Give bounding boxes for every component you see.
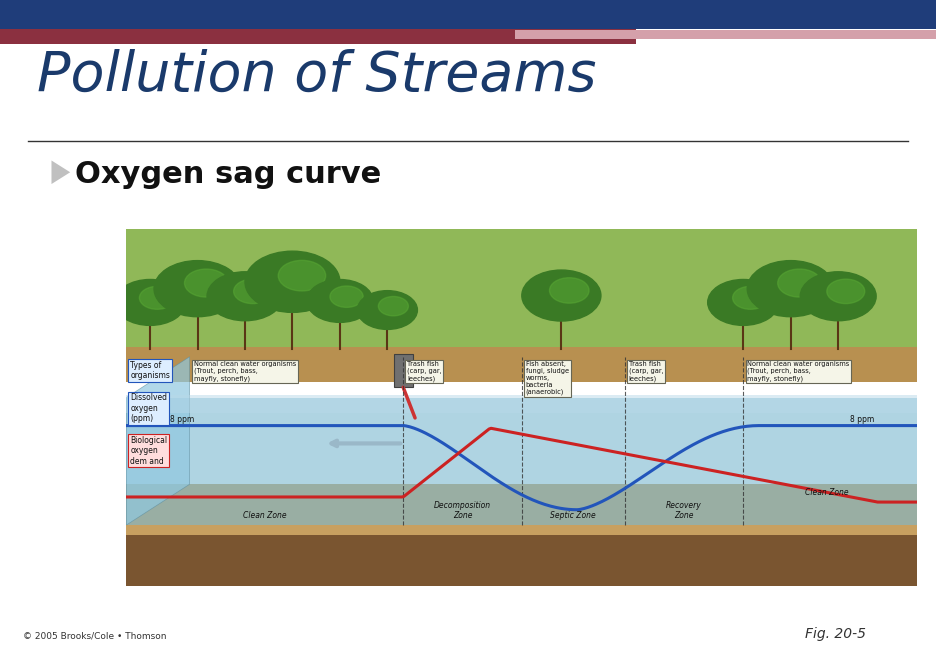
Bar <box>0 0 936 29</box>
Circle shape <box>747 261 834 317</box>
Circle shape <box>378 297 408 316</box>
Bar <box>126 395 917 413</box>
Circle shape <box>549 278 589 303</box>
Bar <box>126 229 917 357</box>
Circle shape <box>184 269 228 297</box>
Text: Recovery
Zone: Recovery Zone <box>666 500 702 520</box>
Text: Fig. 20-5: Fig. 20-5 <box>805 627 866 641</box>
Circle shape <box>708 280 779 326</box>
Text: Normal clean water organisms
(Trout, perch, bass,
mayfly, stonefly): Normal clean water organisms (Trout, per… <box>194 361 296 382</box>
Circle shape <box>234 279 271 304</box>
Circle shape <box>278 260 326 291</box>
Text: Fish absent,
fungi, sludge
worms,
bacteria
(anaerobic): Fish absent, fungi, sludge worms, bacter… <box>526 361 569 396</box>
Text: 8 ppm: 8 ppm <box>850 415 874 424</box>
Polygon shape <box>126 357 190 525</box>
Bar <box>394 354 413 387</box>
Polygon shape <box>51 160 70 184</box>
Circle shape <box>207 272 283 321</box>
Bar <box>126 229 917 357</box>
Bar <box>515 30 936 39</box>
Circle shape <box>826 279 865 304</box>
Circle shape <box>800 272 876 321</box>
Text: Dissolved
oxygen
(ppm): Dissolved oxygen (ppm) <box>130 394 168 423</box>
Bar <box>0 29 636 44</box>
Circle shape <box>139 286 175 309</box>
Circle shape <box>733 286 768 309</box>
Circle shape <box>330 286 363 307</box>
Text: Clean Zone: Clean Zone <box>243 511 286 520</box>
Bar <box>126 520 917 586</box>
Text: Clean Zone: Clean Zone <box>805 488 848 497</box>
Text: 8 ppm: 8 ppm <box>169 415 194 424</box>
Circle shape <box>778 269 821 297</box>
Text: Types of
organisms: Types of organisms <box>130 361 170 380</box>
Text: Normal clean water organisms
(Trout, perch, bass,
mayfly, stonefly): Normal clean water organisms (Trout, per… <box>747 361 850 382</box>
Text: Trash fish
(carp, gar,
leeches): Trash fish (carp, gar, leeches) <box>407 361 442 382</box>
Text: Biological
oxygen
dem and: Biological oxygen dem and <box>130 436 168 466</box>
Text: Pollution of Streams: Pollution of Streams <box>37 49 597 102</box>
Text: © 2005 Brooks/Cole • Thomson: © 2005 Brooks/Cole • Thomson <box>23 631 167 641</box>
Circle shape <box>154 261 241 317</box>
Circle shape <box>358 291 417 329</box>
Text: Decomposition
Zone: Decomposition Zone <box>434 500 491 520</box>
Text: Trash fish
(carp, gar,
leeches): Trash fish (carp, gar, leeches) <box>629 361 664 382</box>
Circle shape <box>114 280 185 326</box>
Circle shape <box>522 270 601 321</box>
Circle shape <box>307 280 373 322</box>
Bar <box>126 484 917 535</box>
Bar <box>126 398 917 525</box>
Text: Septic Zone: Septic Zone <box>550 511 596 520</box>
Circle shape <box>245 251 340 312</box>
Bar <box>126 346 917 383</box>
Text: Oxygen sag curve: Oxygen sag curve <box>75 160 381 189</box>
